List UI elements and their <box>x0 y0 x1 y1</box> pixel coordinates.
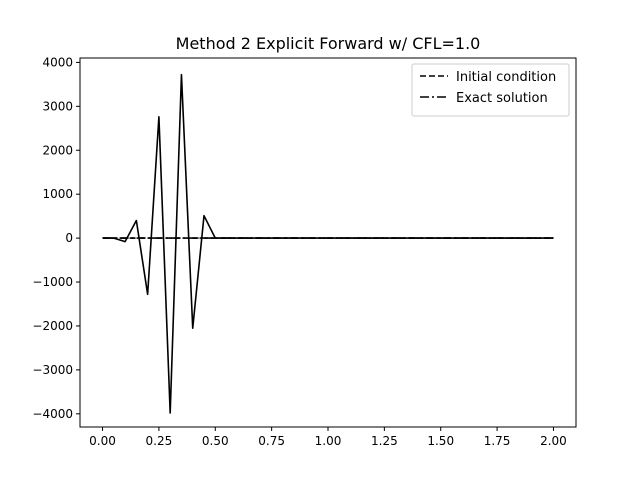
y-tick-label: 0 <box>65 231 73 245</box>
x-tick-label: 1.25 <box>371 434 398 448</box>
x-tick-label: 0.25 <box>146 434 173 448</box>
legend: Initial condition Exact solution <box>411 63 570 117</box>
y-tick-label: −3000 <box>32 363 73 377</box>
x-tick-label: 1.50 <box>427 434 454 448</box>
y-tick-label: −1000 <box>32 275 73 289</box>
y-tick-label: 4000 <box>42 55 73 69</box>
x-tick-label: 1.75 <box>484 434 511 448</box>
y-tick-label: 3000 <box>42 99 73 113</box>
y-tick-label: 1000 <box>42 187 73 201</box>
y-tick-label: −4000 <box>32 407 73 421</box>
plot-lines <box>102 73 554 414</box>
y-tick-label: −2000 <box>32 319 73 333</box>
chart-title: Method 2 Explicit Forward w/ CFL=1.0 <box>176 34 481 53</box>
y-axis: −4000 −3000 −2000 −1000 0 1000 2000 3000 4000 <box>32 55 80 421</box>
legend-label: Initial condition <box>456 70 556 85</box>
x-tick-label: 1.00 <box>315 434 342 448</box>
legend-box <box>411 63 570 117</box>
x-tick-label: 0.00 <box>89 434 116 448</box>
x-axis: 0.00 0.25 0.50 0.75 1.00 1.25 1.50 1.75 2.00 <box>89 427 567 448</box>
y-tick-label: 2000 <box>42 143 73 157</box>
x-tick-label: 2.00 <box>540 434 567 448</box>
legend-label: Exact solution <box>456 91 548 106</box>
x-tick-label: 0.50 <box>202 434 229 448</box>
x-tick-label: 0.75 <box>258 434 285 448</box>
